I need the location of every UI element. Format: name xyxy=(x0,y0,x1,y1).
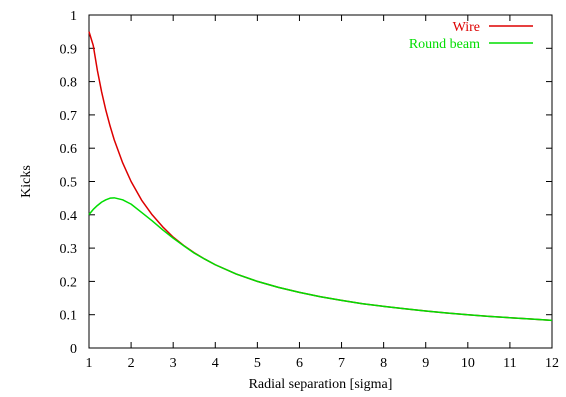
x-tick-label: 7 xyxy=(338,356,345,371)
y-tick-label: 1 xyxy=(70,9,77,24)
x-tick-label: 1 xyxy=(86,356,93,371)
x-tick-label: 4 xyxy=(212,356,219,371)
x-tick-label: 10 xyxy=(461,356,475,371)
series-line-round-beam xyxy=(88,197,553,322)
axis-tick-labels: 1 2 3 4 5 6 7 8 9 10 11 1200.10.20.30.40.50.60.70.8… xyxy=(60,9,560,371)
x-tick-label: 11 xyxy=(503,356,516,371)
series-lines xyxy=(88,31,553,322)
y-tick-label: 0.1 xyxy=(60,309,78,324)
legend-label: Round beam xyxy=(409,37,480,52)
legend: Wire Round beam xyxy=(409,20,533,52)
series-line-wire xyxy=(88,31,553,322)
x-tick-label: 2 xyxy=(128,356,135,371)
y-tick-label: 0.4 xyxy=(60,209,78,224)
x-tick-label: 3 xyxy=(170,356,177,371)
x-tick-label: 9 xyxy=(422,356,429,371)
axis-ticks xyxy=(88,14,553,349)
x-tick-label: 5 xyxy=(254,356,261,371)
plot-frame xyxy=(88,14,553,349)
y-tick-label: 0.3 xyxy=(60,242,78,257)
y-axis-label: Kicks xyxy=(19,165,34,198)
y-tick-label: 0.7 xyxy=(60,109,78,124)
x-tick-label: 8 xyxy=(380,356,387,371)
legend-label: Wire xyxy=(453,20,480,35)
x-tick-label: 6 xyxy=(296,356,303,371)
y-tick-label: 0.5 xyxy=(60,176,78,191)
y-tick-label: 0.8 xyxy=(60,76,78,91)
y-tick-label: 0.6 xyxy=(60,142,78,157)
x-axis-label: Radial separation [sigma] xyxy=(249,377,393,392)
x-tick-label: 12 xyxy=(545,356,559,371)
y-tick-label: 0 xyxy=(70,342,77,357)
y-tick-label: 0.9 xyxy=(60,42,78,57)
y-tick-label: 0.2 xyxy=(60,275,78,290)
